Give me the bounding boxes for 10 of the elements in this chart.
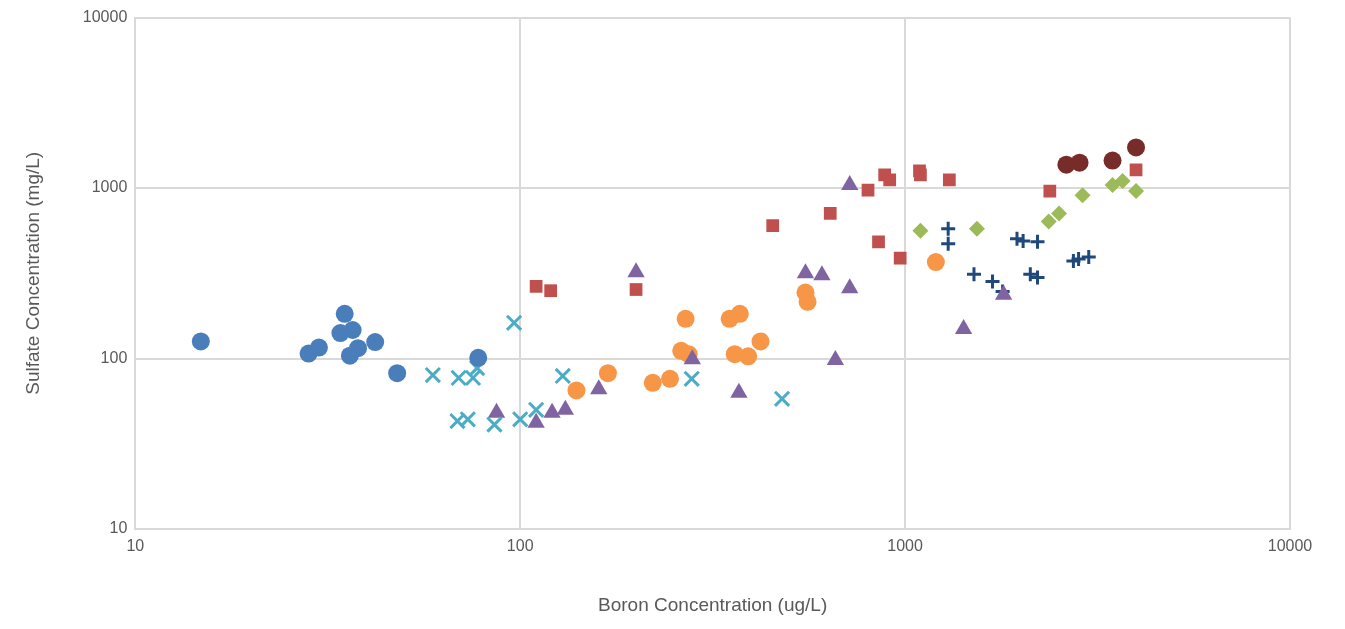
y-tick-label: 10: [109, 519, 128, 537]
x-tick-label: 1000: [887, 537, 923, 555]
x-tick-label: 10: [126, 537, 145, 555]
x-tick-label: 10000: [1267, 537, 1313, 555]
x-tick-label: 100: [506, 537, 534, 555]
y-tick-label: 1000: [91, 178, 128, 196]
y-axis-title: Sulfate Concentration (mg/L): [21, 151, 43, 395]
y-tick-label: 100: [100, 348, 128, 366]
y-tick-label: 10000: [82, 8, 128, 26]
x-axis-title: Boron Concentration (ug/L): [598, 593, 828, 615]
